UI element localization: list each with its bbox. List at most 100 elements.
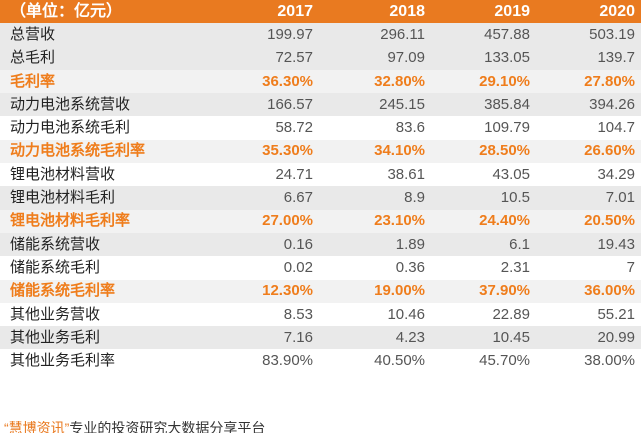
table-row: 锂电池材料毛利率 27.00% 23.10% 24.40% 20.50% (0, 209, 641, 233)
cell-value: 27.00% (201, 209, 319, 233)
cell-value: 34.10% (319, 139, 431, 164)
cell-value: 0.36 (319, 256, 431, 280)
cell-value: 97.09 (319, 46, 431, 70)
cell-value: 19.00% (319, 279, 431, 303)
table-row: 总毛利 72.57 97.09 133.05 139.7 (0, 46, 641, 70)
cell-value: 20.99 (536, 326, 641, 350)
financial-table: （单位：亿元） 2017 2018 2019 2020 总营收 199.97 296… (0, 0, 641, 373)
column-header: 2020 (536, 0, 641, 24)
cell-value: 26.60% (536, 139, 641, 164)
table-row: 其他业务营收 8.53 10.46 22.89 55.21 (0, 302, 641, 327)
row-label: 总营收 (0, 23, 201, 47)
cell-value: 1.89 (319, 232, 431, 257)
cell-value: 166.57 (201, 93, 319, 117)
cell-value: 199.97 (201, 23, 319, 47)
cell-value: 7.01 (536, 186, 641, 210)
cell-value: 296.11 (319, 23, 431, 47)
table-row: 总营收 199.97 296.11 457.88 503.19 (0, 23, 641, 47)
cell-value: 27.80% (536, 69, 641, 94)
cell-value: 7.16 (201, 326, 319, 350)
row-label: 总毛利 (0, 46, 201, 70)
column-header: 2019 (431, 0, 536, 24)
cell-value: 29.10% (431, 69, 536, 94)
cell-value: 10.45 (431, 326, 536, 350)
table-row: 动力电池系统营收 166.57 245.15 385.84 394.26 (0, 93, 641, 117)
row-label: 锂电池材料毛利率 (0, 209, 201, 233)
cell-value: 385.84 (431, 93, 536, 117)
cell-value: 0.16 (201, 232, 319, 257)
row-label: 动力电池系统毛利率 (0, 139, 201, 164)
table-row: 锂电池材料营收 24.71 38.61 43.05 34.29 (0, 163, 641, 187)
table-row: 动力电池系统毛利 58.72 83.6 109.79 104.7 (0, 116, 641, 140)
cell-value: 24.71 (201, 163, 319, 187)
row-label: 储能系统毛利率 (0, 279, 201, 303)
cell-value: 20.50% (536, 209, 641, 233)
cell-value: 4.23 (319, 326, 431, 350)
cell-value: 36.30% (201, 69, 319, 94)
header-row: （单位：亿元） 2017 2018 2019 2020 (0, 0, 641, 24)
cell-value: 104.7 (536, 116, 641, 140)
cell-value: 43.05 (431, 163, 536, 187)
cell-value: 133.05 (431, 46, 536, 70)
row-label: 锂电池材料营收 (0, 163, 201, 187)
row-label: 锂电池材料毛利 (0, 186, 201, 210)
table-row: 储能系统毛利 0.02 0.36 2.31 7 (0, 256, 641, 280)
cell-value: 72.57 (201, 46, 319, 70)
cell-value: 32.80% (319, 69, 431, 94)
cell-value: 38.61 (319, 163, 431, 187)
cell-value: 55.21 (536, 302, 641, 327)
cell-value: 83.90% (201, 349, 319, 373)
cell-value: 10.5 (431, 186, 536, 210)
unit-label: （单位：亿元） (0, 0, 201, 24)
cell-value: 245.15 (319, 93, 431, 117)
cell-value: 45.70% (431, 349, 536, 373)
cell-value: 58.72 (201, 116, 319, 140)
cell-value: 12.30% (201, 279, 319, 303)
cell-value: 38.00% (536, 349, 641, 373)
table-row: 储能系统毛利率 12.30% 19.00% 37.90% 36.00% (0, 279, 641, 303)
table-body: 总营收 199.97 296.11 457.88 503.19 总毛利 72.57 97.09… (0, 23, 641, 373)
cell-value: 394.26 (536, 93, 641, 117)
row-label: 其他业务毛利率 (0, 349, 201, 373)
table-row: 储能系统营收 0.16 1.89 6.1 19.43 (0, 232, 641, 257)
table-row: 毛利率 36.30% 32.80% 29.10% 27.80% (0, 69, 641, 94)
cell-value: 2.31 (431, 256, 536, 280)
cell-value: 6.1 (431, 232, 536, 257)
column-header: 2018 (319, 0, 431, 24)
cell-value: 7 (536, 256, 641, 280)
row-label: 储能系统营收 (0, 232, 201, 257)
cell-value: 6.67 (201, 186, 319, 210)
cell-value: 35.30% (201, 139, 319, 164)
row-label: 动力电池系统毛利 (0, 116, 201, 140)
table-row: 动力电池系统毛利率 35.30% 34.10% 28.50% 26.60% (0, 139, 641, 164)
table-row: 其他业务毛利 7.16 4.23 10.45 20.99 (0, 326, 641, 350)
cell-value: 503.19 (536, 23, 641, 47)
row-label: 储能系统毛利 (0, 256, 201, 280)
cell-value: 24.40% (431, 209, 536, 233)
source-footer: “慧博资讯”专业的投资研究大数据分享平台 (0, 421, 641, 433)
table-row: 其他业务毛利率 83.90% 40.50% 45.70% 38.00% (0, 349, 641, 373)
source-text: 专业的投资研究大数据分享平台 (69, 421, 266, 433)
table-row: 锂电池材料毛利 6.67 8.9 10.5 7.01 (0, 186, 641, 210)
cell-value: 23.10% (319, 209, 431, 233)
cell-value: 19.43 (536, 232, 641, 257)
row-label: 其他业务营收 (0, 302, 201, 327)
cell-value: 0.02 (201, 256, 319, 280)
cell-value: 8.9 (319, 186, 431, 210)
cell-value: 83.6 (319, 116, 431, 140)
cell-value: 139.7 (536, 46, 641, 70)
source-name: “慧博资讯” (4, 421, 70, 433)
cell-value: 457.88 (431, 23, 536, 47)
cell-value: 36.00% (536, 279, 641, 303)
cell-value: 34.29 (536, 163, 641, 187)
row-label: 其他业务毛利 (0, 326, 201, 350)
row-label: 动力电池系统营收 (0, 93, 201, 117)
row-label: 毛利率 (0, 69, 201, 94)
cell-value: 28.50% (431, 139, 536, 164)
cell-value: 40.50% (319, 349, 431, 373)
cell-value: 37.90% (431, 279, 536, 303)
cell-value: 22.89 (431, 302, 536, 327)
cell-value: 109.79 (431, 116, 536, 140)
cell-value: 8.53 (201, 302, 319, 327)
